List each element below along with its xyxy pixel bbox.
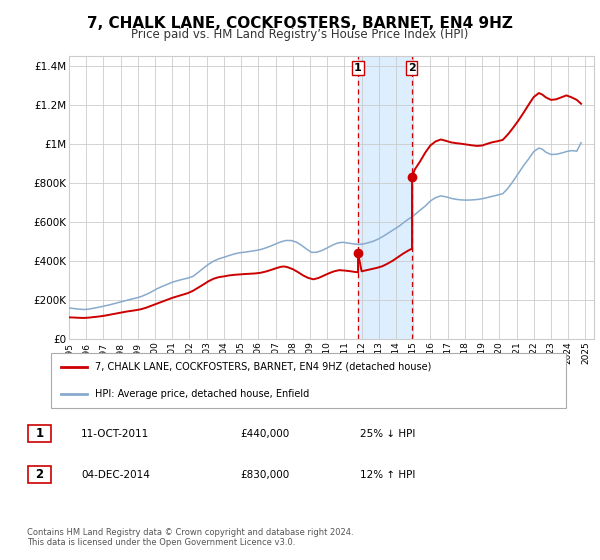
Text: 1: 1 (35, 427, 44, 440)
FancyBboxPatch shape (28, 426, 51, 442)
Text: 2: 2 (35, 468, 44, 481)
FancyBboxPatch shape (28, 466, 51, 483)
Text: Contains HM Land Registry data © Crown copyright and database right 2024.
This d: Contains HM Land Registry data © Crown c… (27, 528, 353, 547)
FancyBboxPatch shape (50, 353, 566, 408)
Text: 11-OCT-2011: 11-OCT-2011 (81, 429, 149, 439)
Text: Price paid vs. HM Land Registry’s House Price Index (HPI): Price paid vs. HM Land Registry’s House … (131, 28, 469, 41)
Text: £440,000: £440,000 (240, 429, 289, 439)
Text: 04-DEC-2014: 04-DEC-2014 (81, 470, 150, 480)
Text: 7, CHALK LANE, COCKFOSTERS, BARNET, EN4 9HZ: 7, CHALK LANE, COCKFOSTERS, BARNET, EN4 … (87, 16, 513, 31)
Text: HPI: Average price, detached house, Enfield: HPI: Average price, detached house, Enfi… (95, 389, 309, 399)
Bar (358, 56, 412, 339)
Text: 25% ↓ HPI: 25% ↓ HPI (360, 429, 415, 439)
Text: 2: 2 (408, 63, 416, 73)
Text: 1: 1 (354, 63, 362, 73)
Text: £830,000: £830,000 (240, 470, 289, 480)
Text: 7, CHALK LANE, COCKFOSTERS, BARNET, EN4 9HZ (detached house): 7, CHALK LANE, COCKFOSTERS, BARNET, EN4 … (95, 362, 431, 372)
Text: 12% ↑ HPI: 12% ↑ HPI (360, 470, 415, 480)
